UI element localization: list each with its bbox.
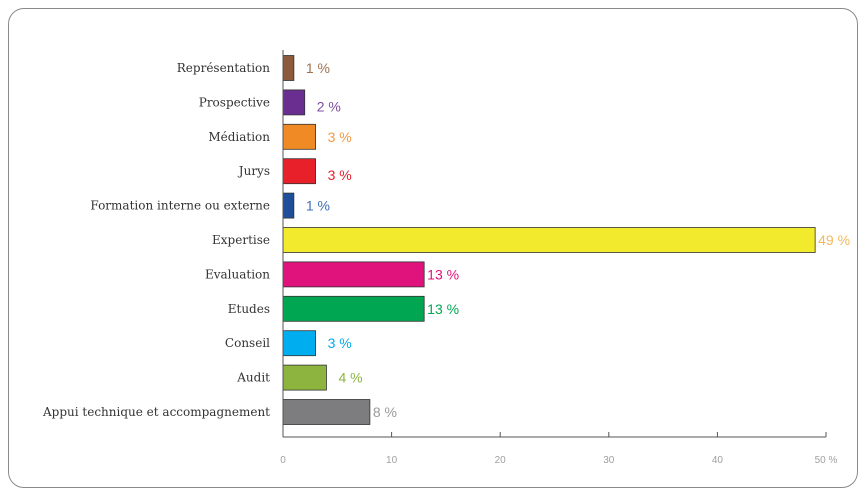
bar-10	[282, 399, 371, 425]
bar-0	[282, 55, 295, 81]
value-label: 13 %	[427, 301, 459, 317]
category-labels-group: Représentation Prospective Médiation Jurys F…	[42, 61, 270, 419]
value-label: 1 %	[306, 60, 330, 76]
value-label: 49 %	[818, 232, 850, 248]
value-label: 3 %	[328, 129, 352, 145]
value-label: 1 %	[306, 198, 330, 214]
bar-5	[282, 227, 816, 253]
bar-2	[282, 123, 316, 150]
x-tick-label: 50 %	[815, 455, 838, 466]
x-tick-label: 0	[280, 455, 286, 466]
category-label: Appui technique et accompagnement	[42, 405, 270, 419]
bar-6	[282, 261, 425, 288]
bar-9	[282, 364, 327, 391]
category-label: Expertise	[212, 233, 270, 247]
x-tick-label: 30	[603, 455, 615, 466]
x-tick-label: 20	[495, 455, 507, 466]
x-tick-label: 10	[386, 455, 398, 466]
category-label: Evaluation	[205, 267, 270, 281]
category-label: Audit	[236, 371, 270, 385]
value-labels-group: 1 % 2 % 3 % 3 % 1 % 49 % 13 % 13 % 3 % 4 % 8 %	[306, 60, 850, 420]
category-label: Formation interne ou externe	[90, 199, 270, 213]
bar-8	[282, 330, 316, 357]
bar-1	[282, 89, 306, 116]
bar-7	[282, 295, 425, 322]
value-label: 3 %	[328, 167, 352, 183]
category-label: Représentation	[177, 61, 271, 75]
category-label: Conseil	[225, 336, 270, 350]
value-label: 2 %	[317, 98, 341, 114]
value-label: 4 %	[338, 370, 362, 386]
value-label: 13 %	[427, 266, 459, 282]
x-tick-label: 40	[712, 455, 724, 466]
bars-group	[282, 55, 816, 425]
category-label: Etudes	[228, 302, 270, 316]
category-label: Médiation	[208, 130, 270, 144]
category-label: Prospective	[199, 95, 270, 109]
value-label: 8 %	[373, 404, 397, 420]
x-axis: 0 10 20 30 40 50 %	[280, 50, 838, 466]
category-label: Jurys	[237, 164, 270, 178]
bar-3	[282, 158, 316, 185]
value-label: 3 %	[328, 335, 352, 351]
bar-4	[282, 192, 295, 219]
